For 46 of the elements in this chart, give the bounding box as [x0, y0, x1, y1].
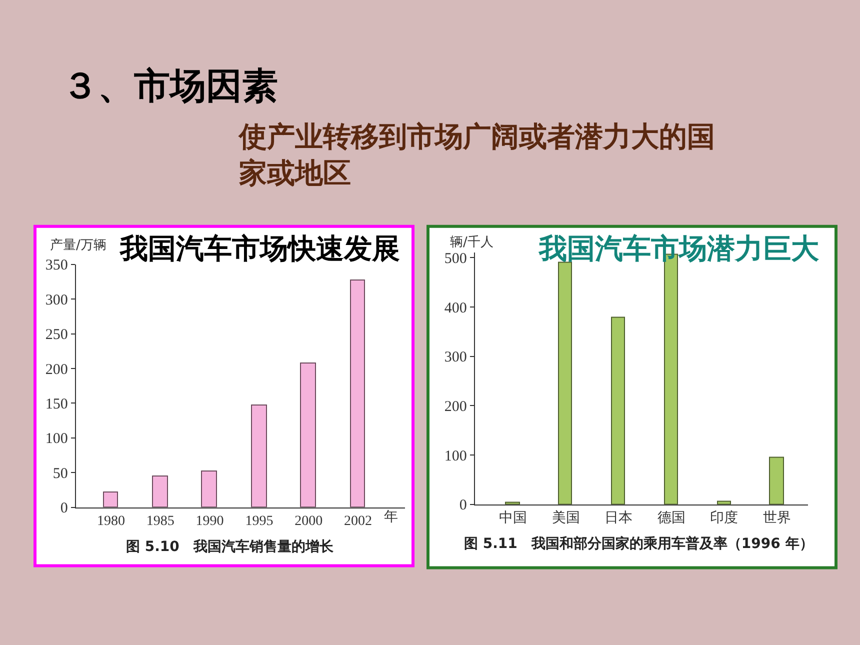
x-axis-title: 年 — [384, 509, 398, 525]
y-tick-label: 500 — [444, 250, 467, 267]
chart-title: 我国汽车市场潜力巨大 — [538, 232, 820, 265]
y-tick-label: 0 — [60, 500, 68, 517]
x-tick-label: 1990 — [196, 514, 224, 530]
x-tick-label: 美国 — [552, 510, 580, 526]
y-tick-label: 300 — [45, 292, 68, 308]
bar — [558, 262, 572, 504]
y-tick-label: 100 — [45, 431, 68, 448]
bar — [152, 475, 168, 508]
x-tick-label: 印度 — [710, 510, 738, 526]
bar — [350, 279, 365, 508]
y-tick-label: 250 — [45, 327, 68, 344]
x-tick-label: 2000 — [294, 514, 323, 530]
y-axis-title: 辆/千人 — [450, 235, 494, 250]
y-tick-label: 150 — [45, 396, 68, 412]
y-tick-label: 200 — [444, 398, 467, 415]
text: ３、市场因素 — [62, 66, 278, 107]
y-tick-label: 0 — [459, 498, 467, 514]
x-tick-label: 世界 — [763, 510, 791, 526]
bar — [251, 404, 267, 508]
bar — [201, 470, 217, 508]
x-tick-label: 1995 — [245, 514, 274, 530]
caption: 图 5.10 我国汽车销售量的增长 — [126, 538, 334, 555]
x-tick-label: 中国 — [499, 510, 527, 526]
y-tick-label: 100 — [444, 448, 467, 464]
x-tick-label: 1985 — [146, 514, 174, 530]
text: 使产业转移到市场广阔或者潜力大的国家或地区 — [238, 120, 715, 190]
bar — [611, 316, 625, 504]
bar — [505, 502, 520, 504]
bar — [300, 362, 316, 508]
x-tick-label: 德国 — [657, 510, 686, 526]
x-tick-label: 日本 — [604, 510, 633, 526]
chart-title: 我国汽车市场快速发展 — [119, 232, 400, 265]
caption: 图 5.11 我国和部分国家的乘用车普及率（1996 年） — [464, 535, 814, 552]
y-tick-label: 200 — [45, 362, 68, 378]
x-tick-label: 2002 — [344, 514, 372, 530]
y-axis-title: 产量/万辆 — [50, 238, 106, 253]
bar — [103, 491, 118, 508]
bar — [717, 500, 731, 504]
y-tick-label: 400 — [444, 300, 467, 316]
y-tick-label: 300 — [444, 350, 467, 366]
y-tick-label: 50 — [52, 466, 68, 482]
y-tick-label: 350 — [45, 258, 68, 274]
x-tick-label: 1980 — [97, 514, 125, 530]
bar — [769, 456, 784, 504]
